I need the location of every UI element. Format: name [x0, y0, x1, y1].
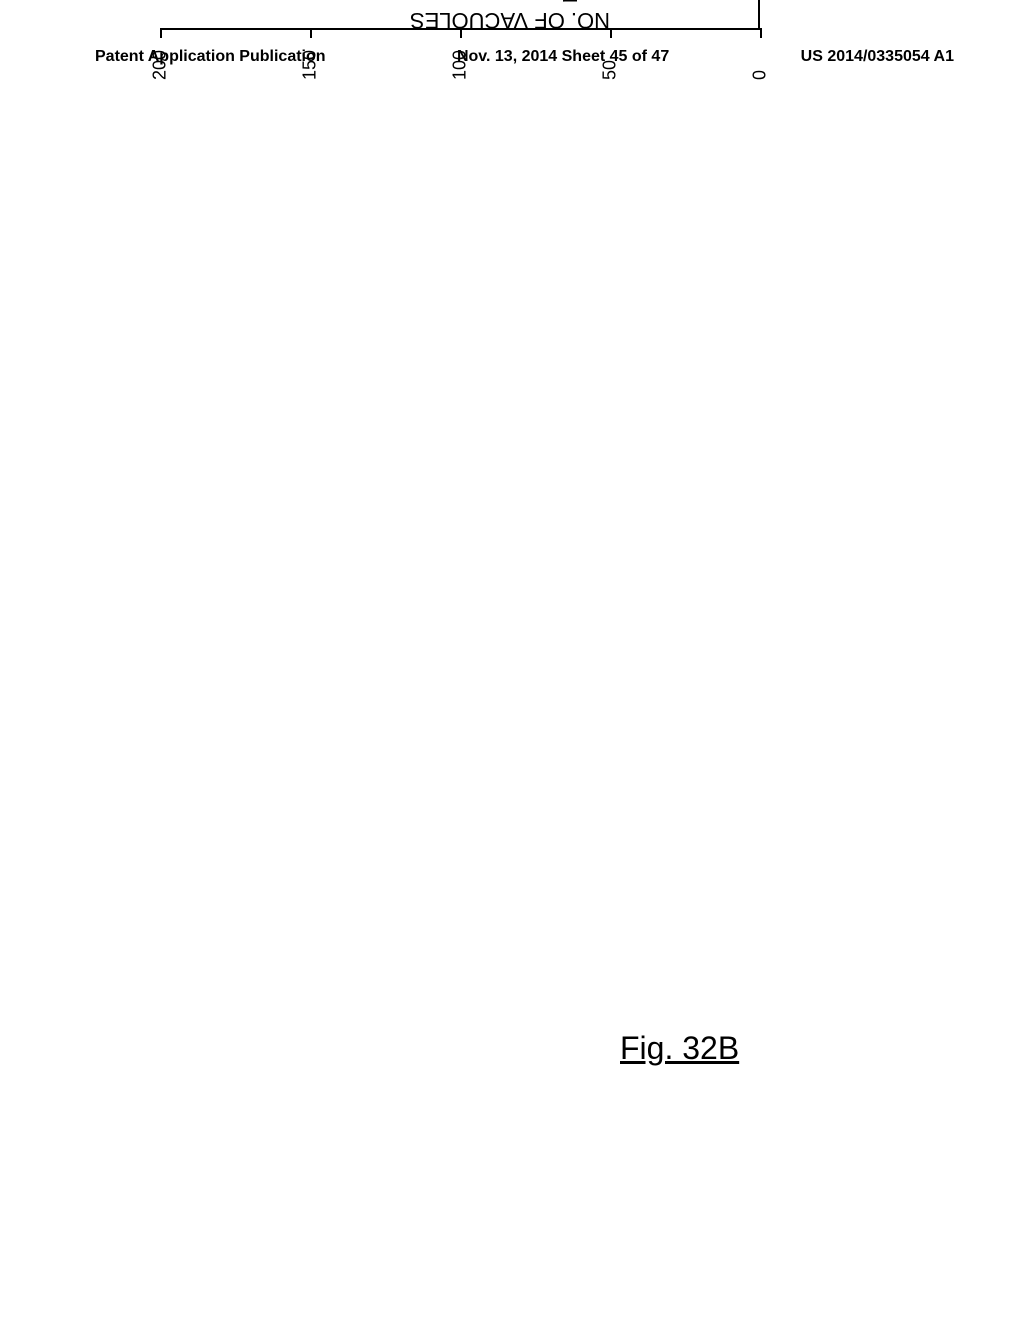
figure-label-text: Fig. 32B [620, 1030, 739, 1066]
chart-rotated-container: NO. OF VACUOLES 050100150200CERVICALp<.0… [150, 0, 870, 160]
y-tick-label: 100 [450, 50, 471, 80]
figure-label: Fig. 32B [620, 1030, 739, 1067]
plot-area: 050100150200CERVICALp<.01THORACICp=0.101… [160, 0, 760, 30]
y-tick [460, 28, 461, 38]
y-tick-label: 50 [600, 60, 621, 80]
y-tick [760, 28, 761, 38]
y-tick [310, 28, 311, 38]
chart-area: NO. OF VACUOLES 050100150200CERVICALp<.0… [150, 0, 870, 160]
bar-group: CERVICALp<.01 [158, 0, 758, 8]
p-value-label: p<.01 [557, 0, 578, 3]
y-tick-label: 0 [750, 70, 771, 80]
y-tick [160, 28, 161, 38]
y-tick-label: 150 [300, 50, 321, 80]
y-tick-label: 200 [150, 50, 171, 80]
y-tick [610, 28, 611, 38]
